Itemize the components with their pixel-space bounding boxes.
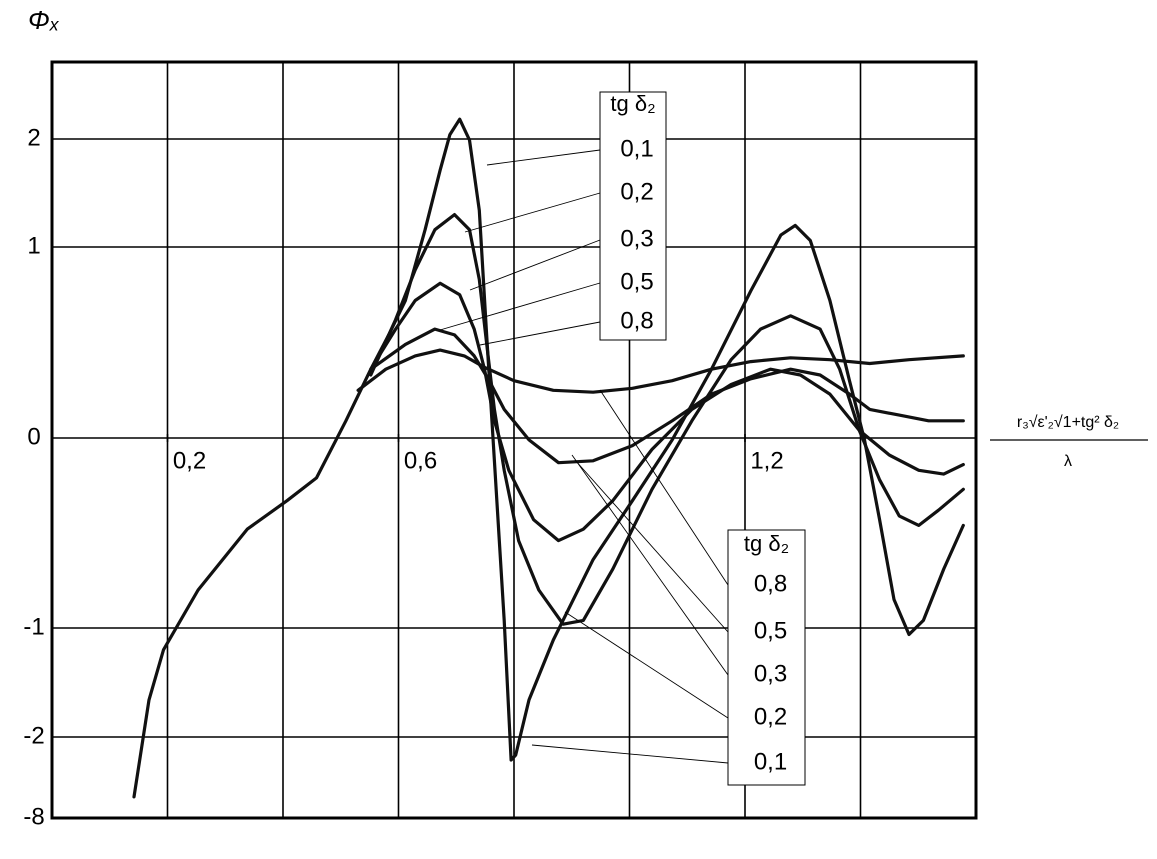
curve [132, 117, 965, 799]
leader-line [531, 744, 729, 764]
legend-label: 0,2 [620, 178, 653, 205]
leader-line [574, 459, 729, 633]
leader-line [571, 454, 729, 676]
leader-line [486, 149, 601, 166]
x-axis-label-numerator: r₃√ε'₂√1+tg² δ₂ [1017, 414, 1119, 431]
legend-box [727, 529, 806, 786]
legend-label: 0,8 [754, 570, 787, 597]
legend-label: 0,5 [754, 617, 787, 644]
legend-label: 0,8 [620, 307, 653, 334]
leader-line [479, 321, 601, 346]
leader-line [599, 389, 729, 586]
legend-label: 0,2 [754, 703, 787, 730]
y-tick-label: 1 [27, 232, 40, 259]
legend-title: tg δ₂ [744, 531, 789, 556]
y-tick-label: -8 [23, 803, 44, 830]
leader-line [439, 282, 601, 331]
x-axis-label-denominator: λ [1064, 453, 1072, 470]
leader-line [464, 192, 601, 233]
curve [356, 348, 965, 394]
legend-label: 0,1 [620, 135, 653, 162]
legend-label: 0,1 [754, 748, 787, 775]
x-tick-label: 0,2 [173, 447, 206, 474]
x-tick-label: 1,2 [750, 447, 783, 474]
y-tick-label: -1 [23, 613, 44, 640]
y-axis-label: Φₓ [28, 5, 60, 35]
legend-title: tg δ₂ [610, 91, 655, 116]
legend-box [599, 91, 667, 341]
plot-frame [50, 60, 978, 820]
y-tick-label: 0 [27, 423, 40, 450]
leader-line [564, 611, 729, 719]
legend-label: 0,3 [754, 660, 787, 687]
y-tick-label: -2 [23, 722, 44, 749]
legend-label: 0,3 [620, 225, 653, 252]
curve [369, 327, 965, 465]
legend-label: 0,5 [620, 268, 653, 295]
curve [369, 213, 965, 626]
x-tick-label: 0,6 [404, 447, 437, 474]
y-tick-label: 2 [27, 124, 40, 151]
curve [369, 281, 965, 543]
leader-line [469, 239, 601, 291]
